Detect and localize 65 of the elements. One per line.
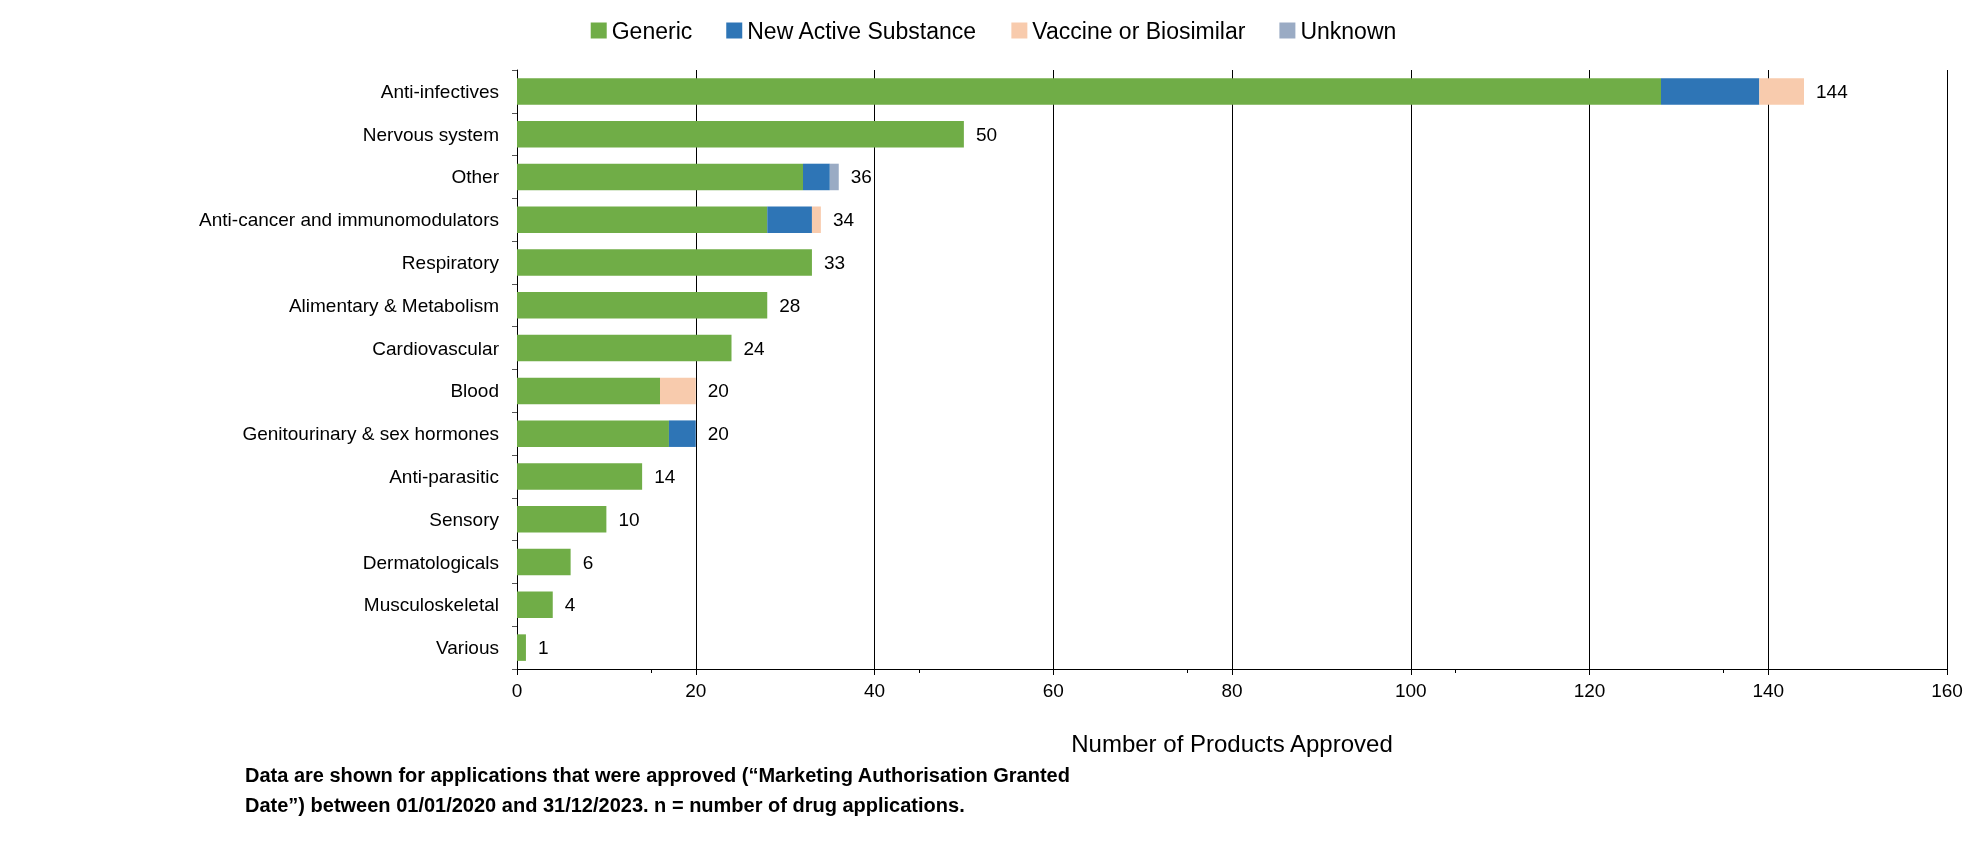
bar (829, 163, 839, 191)
bar (517, 163, 803, 191)
total-label: 28 (779, 294, 801, 316)
total-label: 14 (654, 465, 676, 487)
total-label: 20 (707, 380, 729, 402)
bar (767, 206, 812, 234)
bar (517, 548, 571, 576)
bar (1661, 78, 1760, 105)
x-tick-label: 160 (1931, 680, 1963, 701)
total-label: 34 (832, 209, 855, 231)
bar (517, 120, 964, 148)
x-axis-title: Number of Products Approved (1071, 729, 1393, 757)
legend-label: Unknown (1300, 17, 1397, 44)
bar (517, 206, 768, 234)
bar (517, 505, 607, 533)
x-tick-label: 120 (1573, 680, 1606, 701)
total-label: 20 (707, 423, 729, 445)
bar (517, 634, 526, 661)
y-tick-label: Genitourinary & sex hormones (242, 423, 499, 445)
bar (1759, 78, 1804, 105)
total-label: 50 (975, 123, 998, 145)
bar (517, 292, 768, 319)
x-tick-label: 60 (1042, 680, 1064, 701)
bar (517, 78, 1661, 105)
bar (517, 377, 660, 405)
y-tick-label: Sensory (429, 508, 500, 530)
total-label: 144 (1816, 80, 1849, 102)
total-label: 1 (537, 637, 549, 659)
x-tick-label: 20 (685, 680, 707, 701)
y-tick-label: Cardiovascular (372, 337, 500, 359)
x-tick-label: 140 (1752, 680, 1785, 701)
bar (668, 420, 696, 447)
x-tick-label: 80 (1221, 680, 1243, 701)
total-label: 6 (582, 551, 594, 573)
y-tick-label: Anti-parasitic (389, 465, 499, 487)
y-tick-label: Various (435, 637, 499, 659)
y-tick-label: Blood (450, 380, 499, 402)
total-label: 10 (618, 508, 640, 530)
y-tick-label: Musculoskeletal (363, 594, 499, 616)
y-tick-label: Other (451, 166, 500, 188)
bar (517, 420, 669, 447)
bar (517, 591, 553, 619)
legend-label: Generic (611, 17, 693, 44)
total-label: 24 (743, 337, 766, 359)
y-tick-label: Respiratory (401, 252, 500, 274)
bar (811, 206, 821, 234)
x-tick-label: 0 (511, 680, 523, 701)
total-label: 4 (564, 594, 576, 616)
bar (660, 377, 696, 405)
x-tick-label: 40 (863, 680, 886, 701)
bar (517, 463, 643, 490)
bar (803, 163, 830, 191)
x-tick-label: 100 (1394, 680, 1427, 701)
bar (517, 249, 812, 276)
y-tick-label: Anti-infectives (380, 80, 499, 102)
legend-label: New Active Substance (747, 17, 977, 44)
total-label: 33 (823, 252, 846, 274)
text: Data are shown for applications that were approved (“Marketing Authorisation Granted Date”) between 01/01/2020 and 31/12/2023. n = number of drug applications. (245, 763, 1071, 818)
legend-label: Vaccine or Biosimilar (1032, 17, 1246, 44)
bar (517, 334, 732, 362)
y-tick-label: Alimentary & Metabolism (288, 294, 499, 316)
total-label: 36 (850, 166, 872, 188)
y-tick-label: Anti-cancer and immunomodulators (199, 209, 499, 231)
y-tick-label: Nervous system (362, 123, 499, 145)
y-tick-label: Dermatologicals (362, 551, 499, 573)
